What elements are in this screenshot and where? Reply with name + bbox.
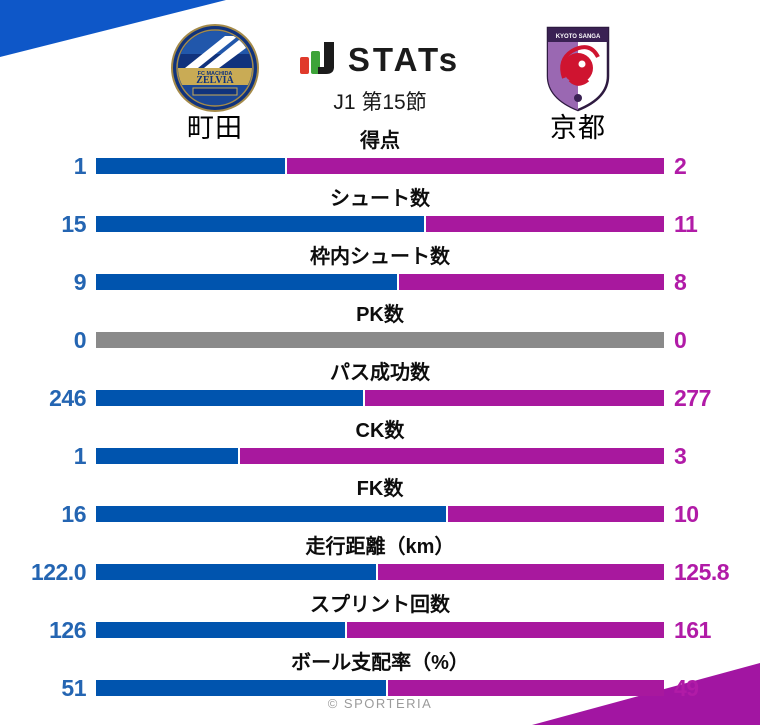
stat-bar <box>96 564 664 580</box>
stats-list: 得点 1 2 シュート数 15 11 枠内シュート数 9 <box>0 128 760 701</box>
machida-zelvia-crest-icon: FC MACHIDA ZELVIA <box>171 24 259 112</box>
stat-bar <box>96 158 664 174</box>
away-bar-segment <box>425 216 664 232</box>
stat-bar <box>96 622 664 638</box>
kyoto-sanga-crest-icon: KYOTO SANGA <box>546 26 610 112</box>
away-bar-segment <box>365 390 664 406</box>
stat-bar <box>96 506 664 522</box>
stats-wordmark: STATs <box>299 40 461 78</box>
home-bar-segment <box>96 274 397 290</box>
stat-label: ボール支配率（%） <box>291 652 469 674</box>
stat-label: 枠内シュート数 <box>310 246 450 268</box>
copyright-text: © SPORTERIA <box>327 696 433 711</box>
home-stat-value: 122.0 <box>30 559 87 585</box>
home-bar-segment <box>96 564 376 580</box>
away-stat-value: 277 <box>674 385 711 411</box>
stat-row: 得点 1 2 <box>0 128 760 179</box>
sanga-crest-banner-text: KYOTO SANGA <box>556 34 601 40</box>
home-bar-segment <box>96 448 238 464</box>
stat-row: 走行距離（km） 122.0 125.8 <box>0 534 760 585</box>
home-bar-segment <box>96 216 424 232</box>
stats-wordmark-text: STATs <box>347 40 461 78</box>
stat-bar-line: 122.0 125.8 <box>0 559 760 585</box>
stat-label: CK数 <box>355 420 405 442</box>
home-bar-segment <box>96 390 364 406</box>
away-stat-value: 2 <box>674 153 687 179</box>
stat-bar <box>96 216 664 232</box>
stat-bar-line: 1 3 <box>0 443 760 469</box>
stat-label: FK数 <box>356 478 404 500</box>
home-bar-segment <box>96 158 286 174</box>
away-bar-segment <box>287 158 664 174</box>
home-bar-segment <box>96 332 664 348</box>
away-bar-segment <box>377 564 664 580</box>
stat-label: シュート数 <box>330 188 430 210</box>
away-team-header: KYOTO SANGA 京都 <box>458 24 698 144</box>
away-stat-value: 3 <box>674 443 687 469</box>
stat-bar-line: 246 277 <box>0 385 760 411</box>
away-stat-value: 125.8 <box>674 559 730 585</box>
home-stat-value: 246 <box>49 385 86 411</box>
away-bar-segment <box>240 448 664 464</box>
home-stat-value: 1 <box>73 153 87 179</box>
stat-row: 枠内シュート数 9 8 <box>0 244 760 295</box>
away-bar-segment <box>347 622 664 638</box>
stat-bar-line: 15 11 <box>0 211 760 237</box>
home-stat-value: 9 <box>73 269 87 295</box>
home-bar-segment <box>96 680 386 696</box>
away-bar-segment <box>387 680 664 696</box>
stat-bar <box>96 332 664 348</box>
stat-bar <box>96 274 664 290</box>
stat-bar-line: 9 8 <box>0 269 760 295</box>
header-center: STATs J1 第15節 <box>280 42 480 116</box>
stat-bar-line: 1 2 <box>0 153 760 179</box>
away-stat-value: 8 <box>674 269 687 295</box>
home-stat-value: 1 <box>73 443 87 469</box>
home-stat-value: 16 <box>61 501 86 527</box>
stat-row: シュート数 15 11 <box>0 186 760 237</box>
away-bar-segment <box>447 506 664 522</box>
stat-row: スプリント回数 126 161 <box>0 592 760 643</box>
home-stat-value: 51 <box>61 675 86 701</box>
stat-label: パス成功数 <box>330 362 430 384</box>
stat-row: ボール支配率（%） 51 49 <box>0 650 760 701</box>
stat-row: パス成功数 246 277 <box>0 360 760 411</box>
home-team-header: FC MACHIDA ZELVIA 町田 <box>95 24 335 144</box>
header: FC MACHIDA ZELVIA 町田 STATs J1 第15節 <box>0 0 760 143</box>
home-bar-segment <box>96 622 346 638</box>
stat-row: FK数 16 10 <box>0 476 760 527</box>
away-bar-segment <box>398 274 664 290</box>
zelvia-crest-top-text: FC MACHIDA <box>198 71 233 77</box>
stat-row: CK数 1 3 <box>0 418 760 469</box>
stat-bar-line: 0 0 <box>0 327 760 353</box>
away-stat-value: 11 <box>674 211 698 237</box>
stat-bar-line: 16 10 <box>0 501 760 527</box>
away-stat-value: 10 <box>674 501 699 527</box>
stat-label: PK数 <box>356 304 404 326</box>
home-stat-value: 126 <box>49 617 86 643</box>
stat-bar <box>96 390 664 406</box>
away-stat-value: 161 <box>674 617 711 643</box>
home-team-name: 町田 <box>187 113 243 143</box>
stat-bar <box>96 448 664 464</box>
home-bar-segment <box>96 506 446 522</box>
stat-row: PK数 0 0 <box>0 302 760 353</box>
stat-label: スプリント回数 <box>310 594 450 616</box>
footer: © SPORTERIA <box>0 696 760 711</box>
home-stat-value: 15 <box>61 211 86 237</box>
stat-label: 走行距離（km） <box>305 536 455 558</box>
home-stat-value: 0 <box>73 327 87 353</box>
away-stat-value: 49 <box>674 675 699 701</box>
away-stat-value: 0 <box>674 327 687 353</box>
stat-bar <box>96 680 664 696</box>
j-stats-bar-icon <box>299 42 334 74</box>
away-team-name: 京都 <box>550 113 606 143</box>
match-label: J1 第15節 <box>333 91 427 114</box>
stat-bar-line: 126 161 <box>0 617 760 643</box>
stat-bar-line: 51 49 <box>0 675 760 701</box>
zelvia-crest-main-text: ZELVIA <box>196 75 234 86</box>
stat-label: 得点 <box>360 130 400 152</box>
